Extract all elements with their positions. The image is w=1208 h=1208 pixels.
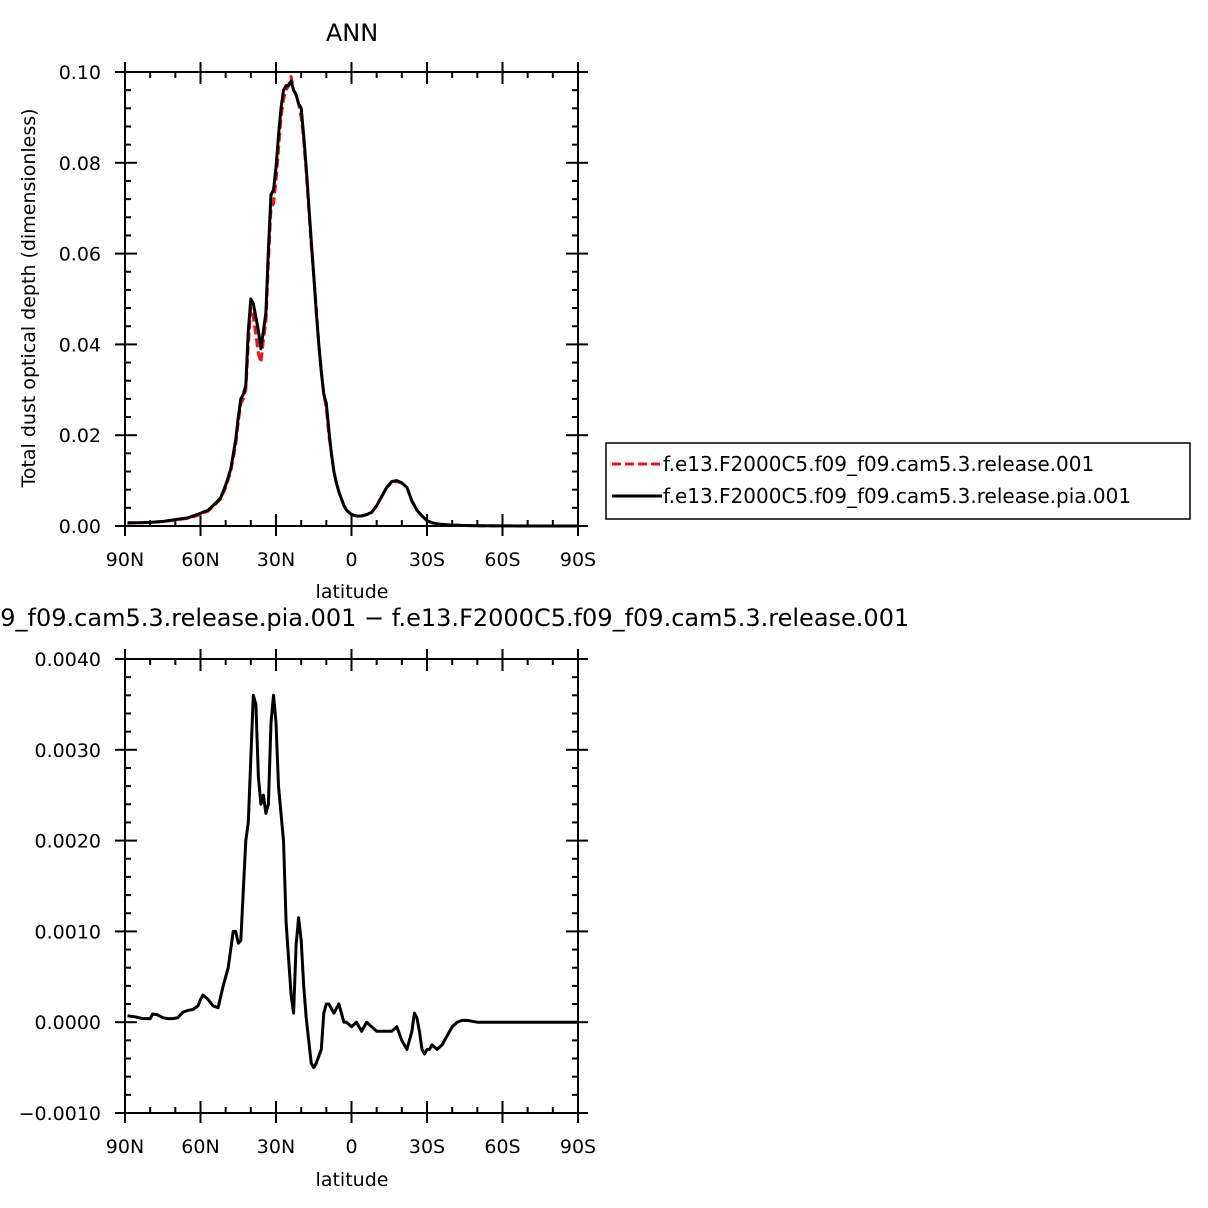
bottom-x-tick-label: 90N — [106, 1136, 144, 1158]
top-panel: ANN Total dust optical depth (dimensionl… — [18, 19, 596, 603]
bottom-y-tick-label: 0.0010 — [35, 921, 101, 943]
legend-box — [605, 442, 1191, 520]
legend: f.e13.F2000C5.f09_f09.cam5.3.release.001… — [605, 442, 1191, 520]
top-y-tick-label: 0.10 — [59, 62, 101, 84]
bottom-y-tick-label: 0.0020 — [35, 831, 101, 853]
top-series-line-0 — [127, 75, 578, 528]
legend-label-release: f.e13.F2000C5.f09_f09.cam5.3.release.001 — [663, 452, 1094, 476]
top-y-tick-label: 0.08 — [59, 153, 101, 175]
top-x-tick-label: 90S — [560, 549, 596, 571]
top-x-tick-label: 0 — [345, 549, 357, 571]
top-x-tick-label: 60S — [484, 549, 520, 571]
top-y-tick-label: 0.04 — [59, 334, 101, 356]
top-y-axis-label: Total dust optical depth (dimensionless) — [18, 108, 40, 488]
bottom-y-tick-label: 0.0030 — [35, 740, 101, 762]
top-plot-frame — [124, 71, 579, 527]
bottom-plot-frame — [124, 658, 579, 1114]
bottom-x-tick-label: 30N — [257, 1136, 295, 1158]
bottom-series-line-0 — [127, 693, 578, 1070]
bottom-x-tick-label: 0 — [345, 1136, 357, 1158]
top-y-tick-label: 0.02 — [59, 425, 101, 447]
top-x-tick-label: 60N — [181, 549, 219, 571]
bottom-x-tick-label: 60N — [181, 1136, 219, 1158]
top-x-tick-label: 90N — [106, 549, 144, 571]
bottom-x-tick-label: 60S — [484, 1136, 520, 1158]
top-y-tick-label: 0.06 — [59, 244, 101, 266]
bottom-y-tick-label: 0.0040 — [35, 649, 101, 671]
top-chart-title: ANN — [326, 19, 378, 47]
top-x-axis-label: latitude — [316, 581, 389, 603]
bottom-chart-title: f.e13.F2000C5.f09_f09.cam5.3.release.pia… — [0, 604, 909, 632]
top-x-tick-label: 30S — [409, 549, 445, 571]
bottom-x-tick-label: 30S — [409, 1136, 445, 1158]
bottom-x-axis-label: latitude — [316, 1169, 389, 1191]
bottom-y-tick-label: −0.0010 — [19, 1103, 101, 1125]
top-x-tick-label: 30N — [257, 549, 295, 571]
bottom-y-tick-label: 0.0000 — [35, 1012, 101, 1034]
top-series-line-1 — [127, 79, 578, 528]
legend-label-release-pia: f.e13.F2000C5.f09_f09.cam5.3.release.pia… — [663, 484, 1131, 508]
top-y-tick-label: 0.00 — [59, 516, 101, 538]
bottom-panel: f.e13.F2000C5.f09_f09.cam5.3.release.pia… — [0, 604, 909, 1191]
bottom-x-tick-label: 90S — [560, 1136, 596, 1158]
